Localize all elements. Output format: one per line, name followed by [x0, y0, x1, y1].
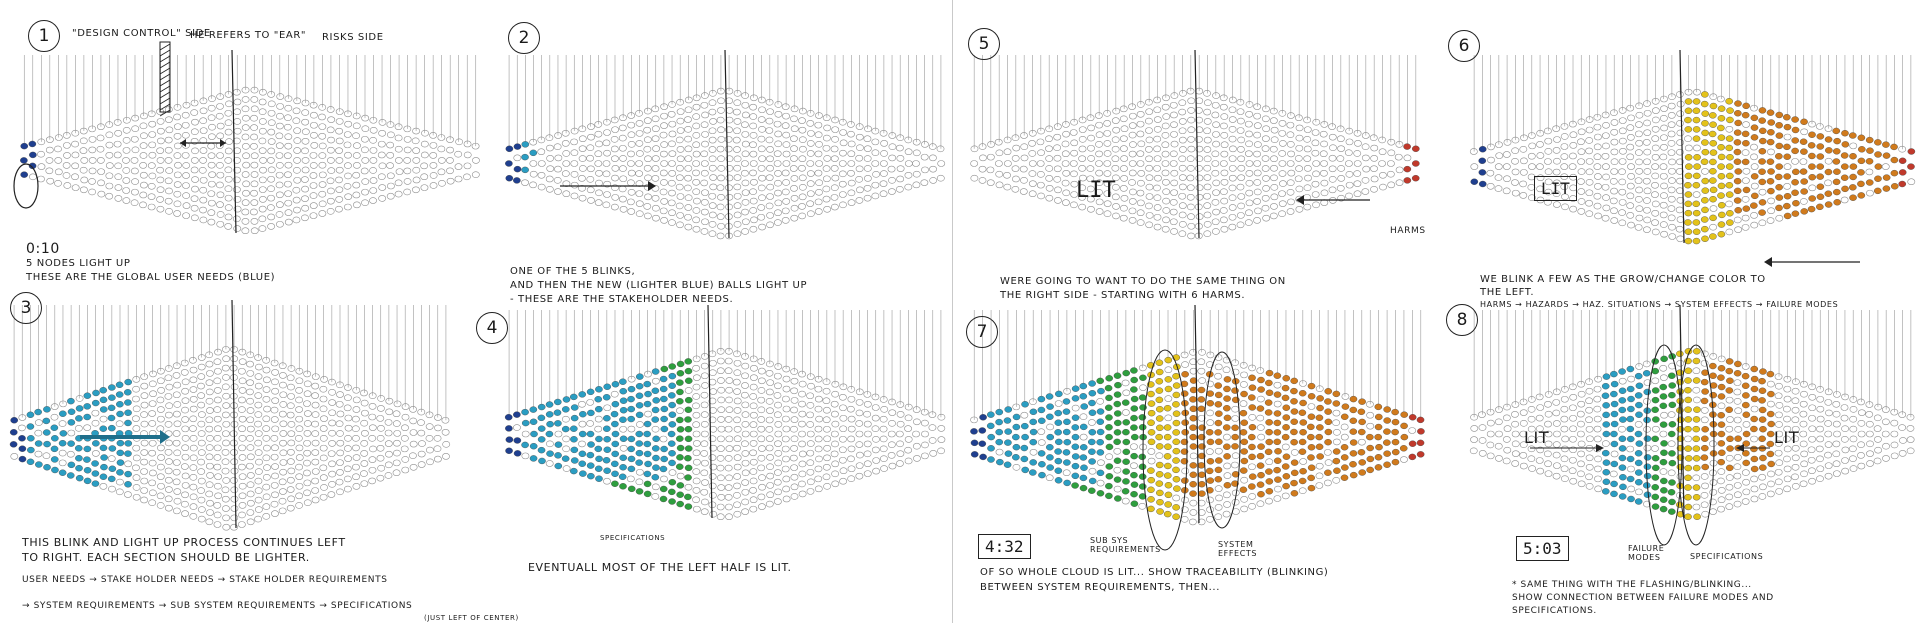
panel-6-caption-line-2: THE LEFT. [1480, 287, 1535, 298]
panel-8-lit-right: LIT [1774, 428, 1800, 447]
panel-6-center-line [1679, 49, 1685, 244]
panel-2-caption-line-1: ONE OF THE 5 BLINKS, [510, 266, 636, 277]
panel-8-lit-left: LIT [1524, 428, 1550, 447]
panel-1-caption-line-2: THESE ARE THE GLOBAL USER NEEDS (BLUE) [26, 272, 276, 283]
panel-1-hatch-stroke [159, 97, 171, 105]
panel-6-node-cloud [1469, 49, 1916, 245]
panel-5-arrowhead [1296, 195, 1304, 205]
panel-8-left-arrowhead [1596, 444, 1604, 452]
panel-6-lit-box: LIT [1534, 176, 1577, 201]
panel-7-subsys-label: SUB SYS REQUIREMENTS [1090, 536, 1161, 554]
panel-1-hatch-stroke [159, 85, 171, 93]
panel-1-node-cloud [20, 49, 480, 235]
panel-8-center-line [1679, 304, 1685, 519]
panel-3-flow-line-2: → SYSTEM REQUIREMENTS → SUB SYSTEM REQUI… [22, 601, 413, 611]
panel-1-ear-label: HE REFERS TO "EAR" [190, 30, 307, 41]
panel-7-subsys-ellipse [1142, 349, 1188, 551]
panel-3-flow-note: (JUST LEFT OF CENTER) [424, 614, 519, 622]
panel-1-hatch-stroke [159, 79, 171, 87]
panel-4-node-cloud [504, 304, 946, 521]
panel-2-number: 2 [508, 22, 540, 54]
panel-4-number: 4 [476, 312, 508, 344]
panel-4-center-line [707, 304, 713, 519]
panel-8-number: 8 [1446, 304, 1478, 336]
panel-4-specifications-label: SPECIFICATIONS [600, 534, 666, 542]
panel-5-number: 5 [968, 28, 1000, 60]
panel-7-number: 7 [966, 316, 998, 348]
panel-8-failure-modes-ellipse [1645, 344, 1683, 546]
panel-1-hatch-stroke [159, 103, 171, 111]
panel-8-caption-line-2: SHOW CONNECTION BETWEEN FAILURE MODES AN… [1512, 593, 1774, 603]
panel-2-center-line [724, 49, 730, 239]
panel-3-caption-line-2: TO RIGHT. EACH SECTION SHOULD BE LIGHTER… [22, 551, 310, 564]
panel-3-flow-line-1: USER NEEDS → STAKE HOLDER NEEDS → STAKE … [22, 575, 388, 585]
panel-8-caption-line-1: * SAME THING WITH THE FLASHING/BLINKING.… [1512, 580, 1752, 590]
panel-7-node-cloud [970, 304, 1425, 526]
panel-1-caption-line-1: 5 NODES LIGHT UP [26, 258, 131, 269]
panel-8-caption-line-3: SPECIFICATIONS. [1512, 606, 1597, 616]
panel-3-node-cloud [9, 299, 451, 531]
panel-6-caption-line-1: WE BLINK A FEW AS THE GROW/CHANGE COLOR … [1480, 274, 1766, 285]
panel-3-number: 3 [10, 292, 42, 324]
panel-6-number: 6 [1448, 30, 1480, 62]
panel-1-hatch-stroke [159, 73, 171, 81]
panel-8-node-cloud [1469, 304, 1915, 520]
panel-8-specifications-label: SPECIFICATIONS [1690, 552, 1764, 561]
panel-3-caption-line-1: THIS BLINK AND LIGHT UP PROCESS CONTINUE… [22, 536, 346, 549]
panel-3-center-line [231, 299, 237, 529]
panel-1-risks-label: RISKS SIDE [322, 32, 384, 43]
panel-7-caption-line-1: OF SO WHOLE CLOUD IS LIT... SHOW TRACEAB… [980, 567, 1329, 578]
page-divider [952, 0, 953, 623]
panel-1-hatch-bar [159, 41, 171, 113]
panel-1-hatch-stroke [159, 43, 171, 51]
panel-7-center-line [1194, 304, 1200, 524]
panel-1-hatch-stroke [159, 61, 171, 69]
panel-1-hatch-stroke [159, 91, 171, 99]
panel-8-failure-modes-label: FAILURE MODES [1628, 544, 1665, 562]
panel-1-number: 1 [28, 20, 60, 52]
panel-2-node-cloud [505, 49, 946, 240]
panel-1-arrowhead-left [180, 139, 186, 147]
panel-1-arrowhead-right [220, 139, 226, 147]
panel-5-lit-label: LIT [1076, 178, 1116, 203]
panel-1-hatch-stroke [159, 55, 171, 63]
panel-6-arrowhead [1764, 257, 1772, 267]
panel-5-harms-label: HARMS [1390, 226, 1426, 236]
panel-8-time-box: 5:03 [1516, 536, 1569, 561]
panel-1-time: 0:10 [26, 241, 60, 257]
panel-2-caption-line-3: - THESE ARE THE STAKEHOLDER NEEDS. [510, 294, 734, 305]
panel-1-hatch-stroke [159, 109, 171, 117]
panel-8-right-arrowhead [1736, 444, 1744, 452]
panel-5-caption-line-1: WERE GOING TO WANT TO DO THE SAME THING … [1000, 276, 1286, 287]
panel-7-system-effects-label: SYSTEM EFFECTS [1218, 540, 1258, 558]
panel-5-caption-line-2: THE RIGHT SIDE - STARTING WITH 6 HARMS. [1000, 290, 1246, 301]
panel-3-arrowhead [160, 430, 170, 444]
panel-7-time-box: 4:32 [978, 534, 1031, 559]
panel-7-caption-line-2: BETWEEN SYSTEM REQUIREMENTS, THEN... [980, 582, 1220, 593]
panel-1-hatch-stroke [159, 67, 171, 75]
panel-1-center-line [231, 49, 237, 234]
panel-1-user-needs-circle [13, 163, 39, 209]
panel-4-caption: EVENTUALL MOST OF THE LEFT HALF IS LIT. [528, 561, 792, 574]
panel-5-node-cloud [970, 49, 1420, 240]
panel-1-design-control-label: "DESIGN CONTROL" SIDE [72, 28, 211, 39]
panel-8-specifications-ellipse [1677, 344, 1715, 546]
panel-7-system-effects-ellipse [1203, 351, 1241, 529]
panel-5-center-line [1194, 49, 1200, 239]
panel-1-hatch-stroke [159, 49, 171, 57]
panel-2-arrowhead [648, 181, 656, 191]
panel-2-caption-line-2: AND THEN THE NEW (LIGHTER BLUE) BALLS LI… [510, 280, 808, 291]
panel-6-flow: HARMS → HAZARDS → HAZ. SITUATIONS → SYST… [1480, 300, 1839, 309]
